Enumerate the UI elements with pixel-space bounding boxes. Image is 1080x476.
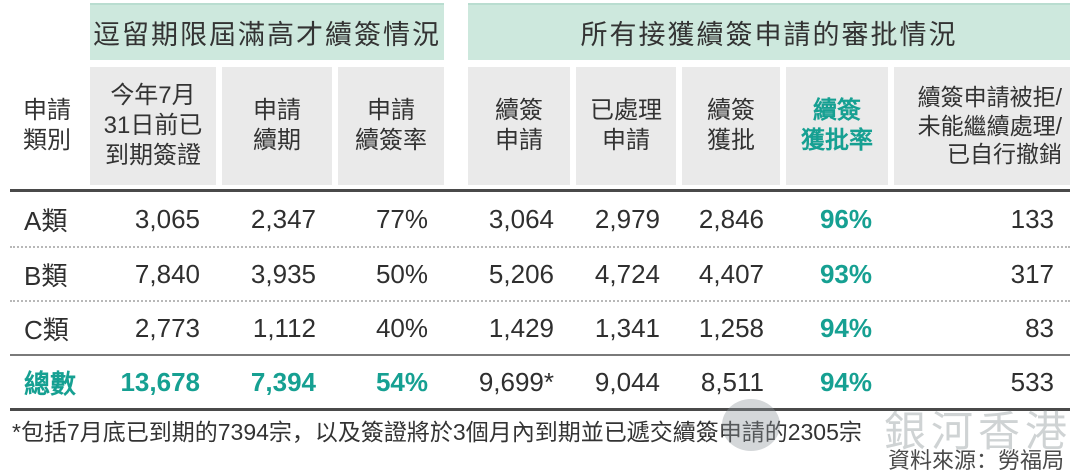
table-cell: 94%: [819, 312, 872, 343]
column-header-category: 申請 類別: [23, 96, 71, 154]
group-header-row: 逗留期限屆滿高才續簽情況 所有接獲續簽申請的審批情況: [10, 3, 1070, 60]
column-header-renewal-applied: 申請 續期: [222, 67, 332, 185]
table-cell: 9,699*: [478, 366, 554, 397]
group-header-left: 逗留期限屆滿高才續簽情況: [90, 3, 444, 60]
column-header-renewal-applications: 續簽 申請: [468, 67, 570, 185]
table-cell: C類: [24, 314, 69, 345]
table-cell: 96%: [819, 203, 872, 234]
source-credit: 資料來源：勞福局: [887, 448, 1064, 473]
table-cell: 2,979: [594, 203, 660, 234]
table-cell: 533: [1010, 366, 1054, 397]
table-cell: 1,112: [252, 312, 316, 343]
group-gap: [450, 67, 462, 185]
column-header-processed: 已處理 申請: [576, 67, 676, 185]
table-cell: 1,341: [594, 312, 660, 343]
table-cell: 50%: [375, 258, 428, 289]
table-cell: 40%: [375, 312, 428, 343]
group-header-right: 所有接獲續簽申請的審批情況: [468, 3, 1070, 60]
table-cell: 2,347: [250, 203, 316, 234]
column-header-row: 申請 類別 今年7月 31日前已 到期簽證 申請 續期 申請 續簽率 續簽 申請…: [10, 67, 1070, 185]
column-header-expired-visas: 今年7月 31日前已 到期簽證: [90, 67, 216, 185]
table-cell: 9,044: [594, 366, 660, 397]
group-gap: [450, 192, 462, 246]
table-cell: A類: [24, 205, 68, 236]
group-gap: [450, 248, 462, 300]
table-cell: 94%: [819, 366, 872, 397]
table-cell: 5,206: [488, 258, 554, 289]
table-row: C類 2,773 1,112 40% 1,429 1,341 1,258 94% 83: [10, 300, 1070, 354]
table-row-total: 總數 13,678 7,394 54% 9,699* 9,044 8,511 94% 533: [10, 354, 1070, 408]
table-body: A類 3,065 2,347 77% 3,064 2,979 2,846 96% 133 B類 7,…: [10, 189, 1070, 411]
table-cell: 4,407: [698, 258, 764, 289]
table-cell: 總數: [24, 368, 77, 399]
table-cell: 4,724: [594, 258, 660, 289]
table-cell: 2,773: [134, 312, 200, 343]
table-cell: 93%: [819, 258, 872, 289]
table-cell: 7,394: [250, 366, 316, 397]
group-gap: [450, 356, 462, 408]
table-cell: 3,065: [134, 203, 200, 234]
table-cell: 1,258: [698, 312, 764, 343]
table-cell: 1,429: [488, 312, 554, 343]
table-cell: 133: [1010, 203, 1054, 234]
column-header-approved: 續簽 獲批: [682, 67, 780, 185]
table-cell: 13,678: [120, 366, 200, 397]
table-cell: 3,935: [250, 258, 316, 289]
table-row: B類 7,840 3,935 50% 5,206 4,724 4,407 93% 317: [10, 246, 1070, 300]
table-cell: 8,511: [700, 366, 764, 397]
table-cell: 77%: [375, 203, 428, 234]
table-cell: 54%: [375, 366, 428, 397]
table-cell: B類: [24, 260, 68, 291]
table-cell: 3,064: [488, 203, 554, 234]
table-cell: 317: [1010, 258, 1054, 289]
column-header-approval-rate: 續簽 獲批率: [786, 67, 888, 185]
column-header-rejected-withdrawn: 續簽申請被拒/ 未能繼續處理/ 已自行撤銷: [894, 67, 1070, 185]
table-cell: 7,840: [134, 258, 200, 289]
group-gap: [450, 302, 462, 354]
table-row: A類 3,065 2,347 77% 3,064 2,979 2,846 96% 133: [10, 192, 1070, 246]
footnote: *包括7月底已到期的7394宗，以及簽證將於3個月內到期並已遞交續簽申請的230…: [12, 419, 862, 445]
table-cell: 83: [1025, 312, 1054, 343]
column-header-renewal-rate: 申請 續簽率: [338, 67, 444, 185]
table-cell: 2,846: [698, 203, 764, 234]
